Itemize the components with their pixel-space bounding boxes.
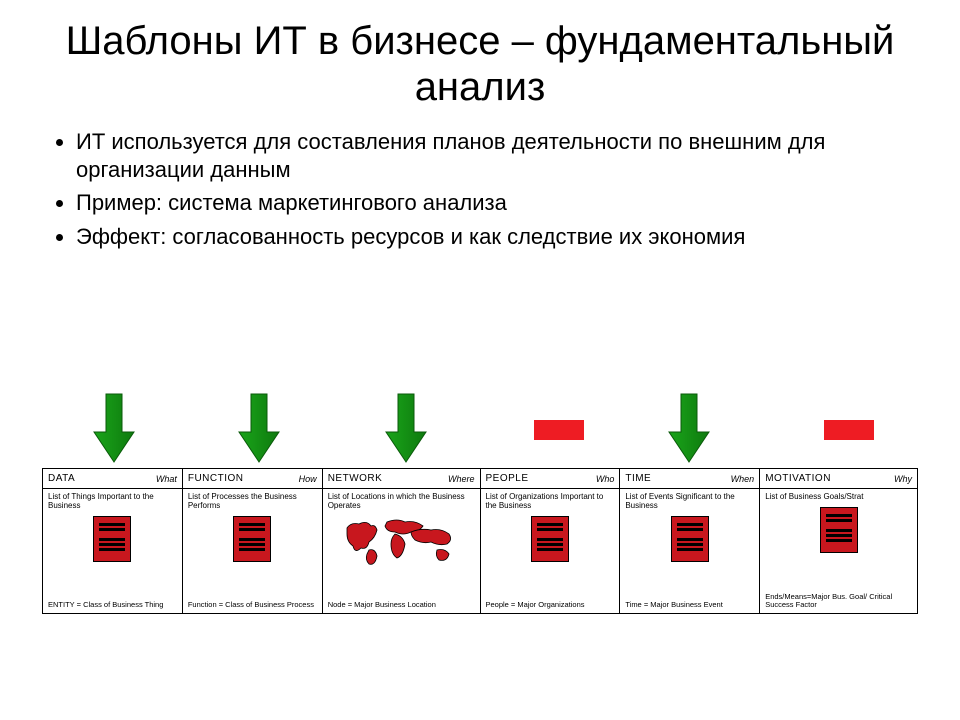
header-row: DATA What FUNCTION How NETWORK Where PEOPLE Who…	[43, 469, 918, 489]
column-footnote: ENTITY = Class of Business Thing	[48, 601, 177, 609]
down-arrow-icon	[92, 392, 136, 464]
down-arrow-icon	[667, 392, 711, 464]
slide-title: Шаблоны ИТ в бизнесе – фундаментальный а…	[40, 18, 920, 110]
header-question: Why	[894, 472, 912, 486]
column-body: List of Organizations Important to the B…	[481, 489, 621, 613]
column-header: TIME When	[620, 469, 760, 489]
down-arrow-icon	[237, 392, 281, 464]
bullet-item: Эффект: согласованность ресурсов и как с…	[76, 223, 920, 251]
column-description: List of Locations in which the Business …	[328, 492, 475, 510]
column-body: List of Processes the Business Performs …	[183, 489, 323, 613]
bullet-item: ИТ используется для составления планов д…	[76, 128, 920, 183]
column-footnote: People = Major Organizations	[486, 601, 615, 609]
document-icon	[820, 507, 858, 553]
document-icon	[233, 516, 271, 562]
column-description: List of Events Significant to the Busine…	[625, 492, 754, 510]
document-icon	[671, 516, 709, 562]
header-label: TIME	[625, 472, 651, 486]
column-body: List of Events Significant to the Busine…	[620, 489, 760, 613]
document-icon	[93, 516, 131, 562]
diagram-table: DATA What FUNCTION How NETWORK Where PEOPLE Who…	[42, 468, 918, 614]
column-description: List of Things Important to the Business	[48, 492, 177, 510]
header-label: DATA	[48, 472, 75, 486]
bullet-item: Пример: система маркетингового анализа	[76, 189, 920, 217]
column-body: List of Business Goals/Strat Ends/Means=…	[760, 489, 918, 613]
header-question: What	[156, 472, 177, 486]
down-arrow-icon	[384, 392, 428, 464]
slide: Шаблоны ИТ в бизнесе – фундаментальный а…	[0, 0, 960, 720]
column-header: MOTIVATION Why	[760, 469, 918, 489]
header-question: Where	[448, 472, 475, 486]
column-description: List of Processes the Business Performs	[188, 492, 317, 510]
red-marker-icon	[534, 392, 584, 440]
red-marker-icon	[824, 392, 874, 440]
bullet-list: ИТ используется для составления планов д…	[50, 128, 920, 250]
zachman-diagram: DATA What FUNCTION How NETWORK Where PEOPLE Who…	[42, 392, 918, 614]
column-header: FUNCTION How	[183, 469, 323, 489]
header-label: PEOPLE	[486, 472, 529, 486]
column-description: List of Business Goals/Strat	[765, 492, 912, 501]
world-map-icon	[341, 514, 461, 570]
marker-row	[42, 392, 918, 468]
column-header: PEOPLE Who	[481, 469, 621, 489]
header-label: MOTIVATION	[765, 472, 831, 486]
column-body: List of Locations in which the Business …	[323, 489, 481, 613]
column-header: NETWORK Where	[323, 469, 481, 489]
column-header: DATA What	[43, 469, 183, 489]
header-label: NETWORK	[328, 472, 383, 486]
column-body: List of Things Important to the Business…	[43, 489, 183, 613]
header-question: When	[731, 472, 755, 486]
header-question: How	[299, 472, 317, 486]
header-label: FUNCTION	[188, 472, 244, 486]
header-question: Who	[596, 472, 615, 486]
column-footnote: Time = Major Business Event	[625, 601, 754, 609]
column-footnote: Function = Class of Business Process	[188, 601, 317, 609]
body-row: List of Things Important to the Business…	[43, 489, 918, 613]
document-icon	[531, 516, 569, 562]
column-footnote: Node = Major Business Location	[328, 601, 475, 609]
column-footnote: Ends/Means=Major Bus. Goal/ Critical Suc…	[765, 593, 912, 610]
column-description: List of Organizations Important to the B…	[486, 492, 615, 510]
